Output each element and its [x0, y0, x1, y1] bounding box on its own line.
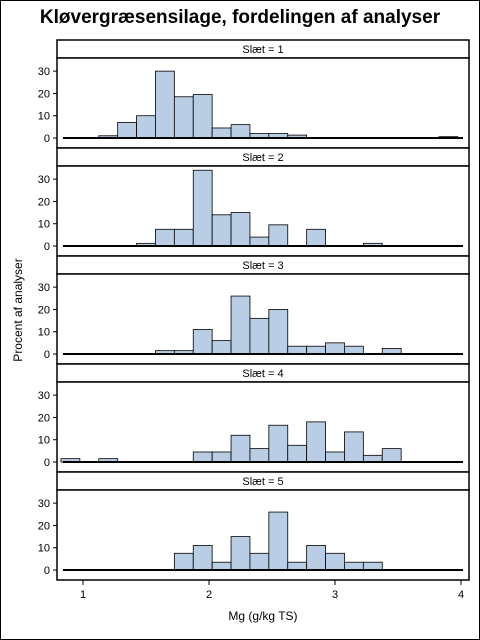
histogram-bar [230, 295, 251, 355]
chart-title: Kløvergræsensilage, fordelingen af analy… [39, 7, 441, 28]
histogram-bar [268, 511, 289, 571]
y-tick-label: 30 [38, 390, 50, 402]
y-axis-label: Procent af analyser [11, 258, 25, 361]
y-tick-label: 20 [38, 88, 50, 100]
y-tick-label: 20 [38, 304, 50, 316]
y-tick-label: 0 [44, 241, 50, 253]
panel-1: Slæt = 1 0 10 20 30 [38, 39, 470, 149]
y-tick-label: 10 [38, 219, 50, 231]
y-tick-label: 30 [38, 498, 50, 510]
histogram-bar [173, 228, 194, 247]
histogram-bar [211, 451, 232, 463]
y-tick-label: 10 [38, 543, 50, 555]
histogram-bar [249, 448, 270, 463]
histogram-bar [211, 214, 232, 247]
panel-label: Slæt = 3 [242, 260, 283, 272]
histogram-bar [173, 96, 194, 139]
x-axis-label: Mg (g/kg TS) [228, 609, 297, 623]
y-tick-label: 20 [38, 520, 50, 532]
histogram-bar [230, 434, 251, 463]
histogram-bar [325, 342, 345, 355]
histogram-bar [287, 345, 308, 355]
y-tick-label: 0 [44, 133, 50, 145]
histogram-bar [192, 545, 213, 571]
x-tick-label: 4 [458, 589, 464, 601]
histogram-bar [136, 115, 156, 139]
y-tick-label: 20 [38, 412, 50, 424]
y-tick-label: 0 [44, 457, 50, 469]
histogram-bar [306, 228, 326, 247]
panel-3: Slæt = 3 0 10 20 30 [38, 255, 470, 365]
y-tick-label: 10 [38, 435, 50, 447]
histogram-bar [155, 228, 175, 247]
histogram-bar [268, 309, 289, 355]
y-tick-label: 20 [38, 196, 50, 208]
histogram-bar [117, 122, 137, 139]
panel-label: Slæt = 2 [242, 152, 283, 164]
panel-4: Slæt = 4 0 10 20 30 [38, 363, 470, 473]
histogram-bar [249, 552, 270, 571]
panel-5: Slæt = 5 0 10 20 30 [38, 471, 470, 581]
panel-label: Slæt = 1 [242, 44, 283, 56]
histogram-bar [268, 224, 289, 247]
histogram-bar [344, 561, 364, 571]
histogram-bar [344, 345, 364, 355]
histogram-bar [230, 536, 251, 571]
histogram-bar [192, 451, 213, 463]
histogram-bar [306, 545, 326, 571]
histogram-bar [192, 329, 213, 355]
histogram-bar [287, 444, 308, 463]
histogram-bar [325, 451, 345, 463]
histogram-bar [381, 448, 402, 463]
y-tick-label: 0 [44, 349, 50, 361]
histogram-bar [230, 124, 251, 139]
histogram-bar [249, 236, 270, 247]
histogram-bar [325, 552, 345, 571]
histogram-bar [192, 94, 213, 139]
y-tick-label: 0 [44, 565, 50, 577]
histogram-bar [192, 169, 213, 247]
y-tick-label: 30 [38, 174, 50, 186]
histogram-bar [306, 421, 326, 463]
histogram-bar [173, 552, 194, 571]
histogram-bar [211, 127, 232, 139]
x-tick-label: 2 [206, 589, 212, 601]
histogram-bar [287, 561, 308, 571]
histogram-bar [211, 561, 232, 571]
histogram-bar [211, 340, 232, 355]
histogram-bar [362, 561, 383, 571]
panel-label: Slæt = 4 [242, 368, 283, 380]
histogram-bar [362, 454, 383, 463]
y-tick-label: 30 [38, 282, 50, 294]
histogram-bar [230, 212, 251, 247]
panel-label: Slæt = 5 [242, 476, 283, 488]
x-tick-label: 1 [80, 589, 86, 601]
histogram-bar [268, 424, 289, 463]
histogram-bar [344, 431, 364, 463]
histogram-bar [155, 70, 175, 139]
panel-2: Slæt = 2 0 10 20 30 [38, 147, 470, 257]
histogram-bar [306, 345, 326, 355]
y-tick-label: 30 [38, 66, 50, 78]
y-tick-label: 10 [38, 111, 50, 123]
x-tick-label: 3 [332, 589, 338, 601]
histogram-bar [249, 317, 270, 355]
y-tick-label: 10 [38, 327, 50, 339]
